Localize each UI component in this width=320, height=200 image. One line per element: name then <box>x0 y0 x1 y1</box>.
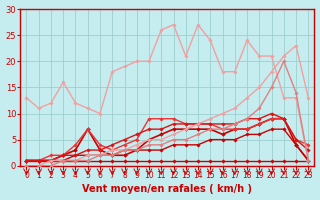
X-axis label: Vent moyen/en rafales ( km/h ): Vent moyen/en rafales ( km/h ) <box>82 184 252 194</box>
